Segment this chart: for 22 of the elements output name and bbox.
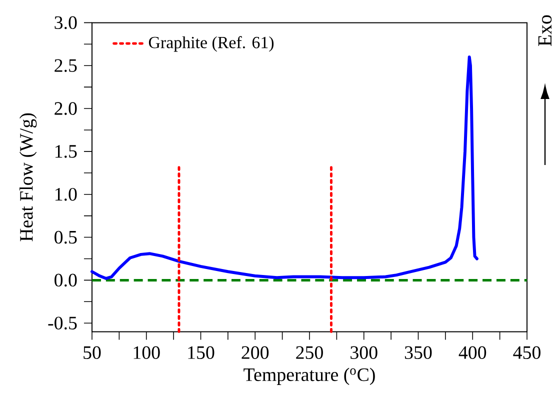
- x-tick-label: 150: [188, 346, 214, 359]
- y-tick-label: 2.0: [54, 102, 77, 115]
- legend-label: Graphite (Ref. 61): [148, 36, 274, 52]
- x-tick-label: 400: [458, 346, 486, 359]
- y-tick-label: 0.5: [54, 230, 77, 244]
- x-tick-label: 250: [296, 346, 323, 359]
- text: Exo: [538, 15, 552, 46]
- x-tick-label: 300: [350, 346, 378, 359]
- x-tick-label: 200: [242, 346, 269, 359]
- y-tick-label: -0.5: [48, 316, 77, 330]
- line-series: [90, 56, 478, 280]
- x-axis-title: Temperature ($^{o}$C): [244, 368, 375, 385]
- y-tick-label: 2.5: [54, 59, 77, 72]
- x-tick-label: 350: [404, 346, 432, 359]
- x-tick-label: 50: [84, 346, 101, 359]
- y-tick-label: 3.0: [54, 16, 77, 30]
- y-tick-label: 0.0: [54, 274, 77, 287]
- y-axis-title: Heat Flow (W/g): [20, 113, 37, 242]
- y-tick-label: 1.5: [55, 145, 77, 158]
- y-tick-label: 1.0: [55, 188, 77, 201]
- x-tick-label: 100: [134, 346, 160, 359]
- x-tick-label: 450: [513, 346, 540, 359]
